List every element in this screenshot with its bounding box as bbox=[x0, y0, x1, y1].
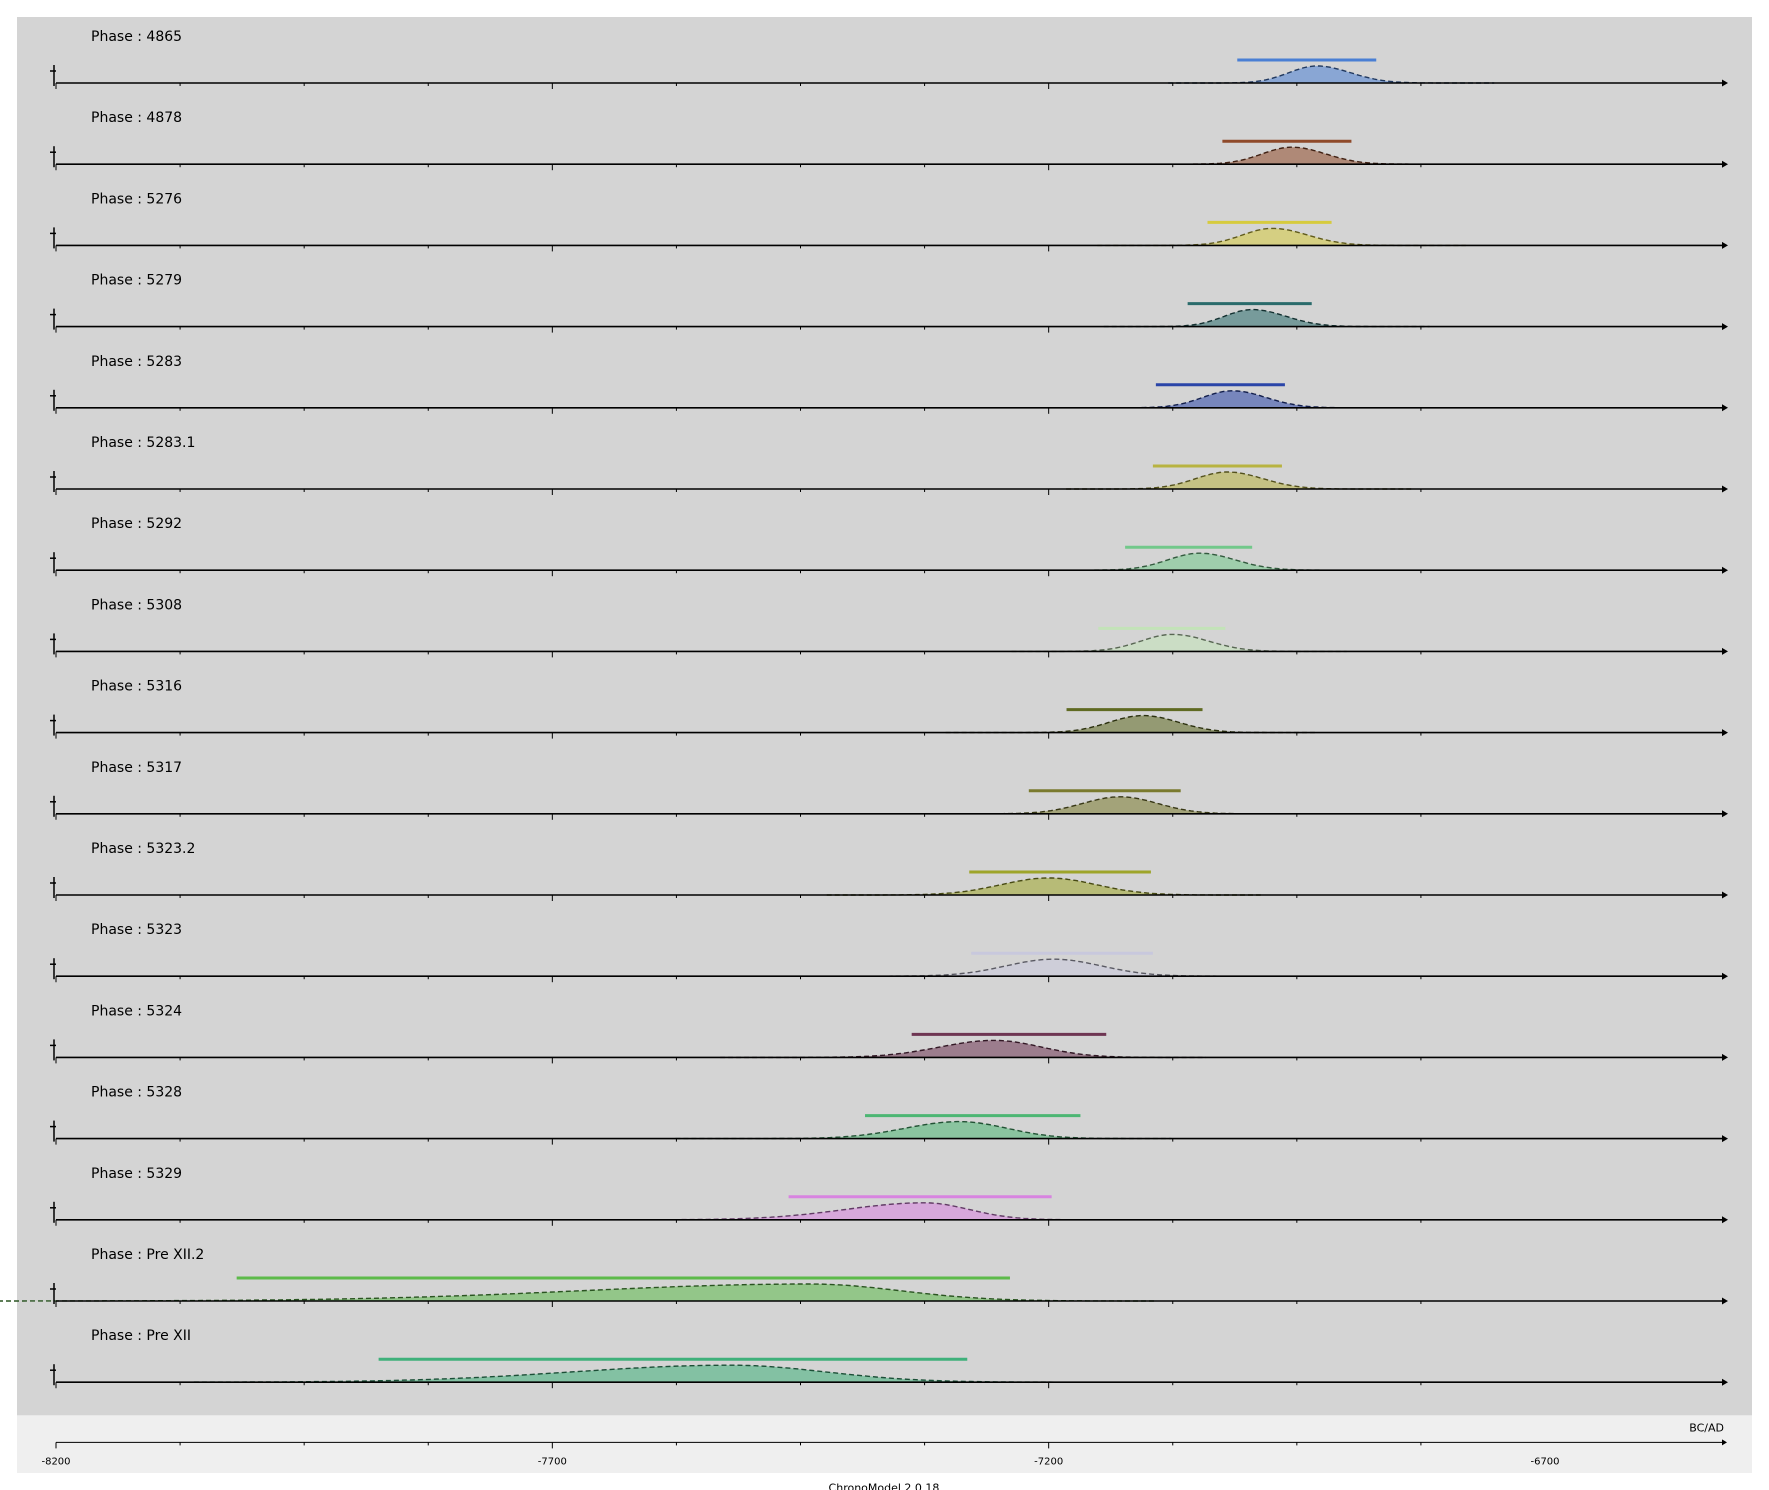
phase-label: Phase : 5328 bbox=[91, 1085, 182, 1101]
phase-row: Phase : 5329 bbox=[50, 1166, 1728, 1226]
row-axis-arrow bbox=[1722, 79, 1728, 87]
row-axis-arrow bbox=[1722, 160, 1728, 168]
phase-label: Phase : 5329 bbox=[91, 1166, 182, 1182]
plot-background bbox=[17, 17, 1752, 1416]
phase-label: Phase : Pre XII.2 bbox=[91, 1247, 204, 1263]
density-area bbox=[720, 1040, 1207, 1058]
phase-label: Phase : 4865 bbox=[91, 29, 182, 45]
x-tick-label: -7200 bbox=[1034, 1456, 1063, 1467]
x-unit-label: BC/AD bbox=[1689, 1421, 1724, 1434]
phase-label: Phase : 5324 bbox=[91, 1003, 182, 1019]
phase-label: Phase : 5276 bbox=[91, 191, 182, 207]
phase-label: Phase : 4878 bbox=[91, 110, 182, 126]
density-area bbox=[945, 715, 1317, 733]
phase-label: Phase : 5308 bbox=[91, 597, 182, 613]
row-axis-arrow bbox=[1722, 1053, 1728, 1061]
phase-row: Phase : 5316 bbox=[50, 679, 1728, 739]
row-axis-arrow bbox=[1722, 1297, 1728, 1305]
density-area bbox=[1066, 472, 1412, 489]
phase-row: Phase : 5323.2 bbox=[50, 841, 1728, 901]
x-tick-label: -6700 bbox=[1530, 1456, 1559, 1467]
row-axis-arrow bbox=[1722, 647, 1728, 655]
row-axis-arrow bbox=[1722, 1135, 1728, 1143]
phase-row: Phase : 5279 bbox=[50, 273, 1728, 333]
density-area bbox=[521, 1202, 1118, 1220]
density-curve bbox=[1097, 227, 1466, 247]
row-axis-arrow bbox=[1722, 729, 1728, 737]
row-axis-arrow bbox=[1722, 323, 1728, 331]
phase-row: Phase : Pre XII bbox=[50, 1328, 1728, 1389]
phase-row: Phase : Pre XII.2 bbox=[0, 1247, 1728, 1307]
density-area bbox=[1168, 66, 1495, 83]
row-axis-arrow bbox=[1722, 1378, 1728, 1386]
x-tick-label: -8200 bbox=[41, 1456, 70, 1467]
row-axis-arrow bbox=[1722, 1216, 1728, 1224]
density-area bbox=[1103, 309, 1430, 327]
phase-row: Phase : 5323 bbox=[50, 922, 1728, 983]
density-area bbox=[920, 796, 1301, 814]
phase-row: Phase : 5324 bbox=[50, 1003, 1728, 1064]
phase-row: Phase : 4878 bbox=[50, 110, 1728, 171]
row-axis-arrow bbox=[1722, 891, 1728, 899]
phase-label: Phase : 5317 bbox=[91, 760, 182, 776]
density-area bbox=[1137, 147, 1470, 165]
phase-label: Phase : Pre XII bbox=[91, 1328, 191, 1344]
row-axis-arrow bbox=[1722, 566, 1728, 574]
density-area bbox=[0, 1284, 1156, 1301]
phase-label: Phase : 5323.2 bbox=[91, 841, 195, 857]
density-area bbox=[826, 878, 1261, 895]
row-axis-arrow bbox=[1722, 972, 1728, 980]
main-x-axis-arrow bbox=[1722, 1439, 1727, 1446]
x-tick-label: -7700 bbox=[538, 1456, 567, 1467]
density-curve bbox=[0, 1283, 1156, 1302]
phase-label: Phase : 5292 bbox=[91, 516, 182, 532]
phase-label: Phase : 5323 bbox=[91, 922, 182, 938]
phase-label: Phase : 5283 bbox=[91, 354, 182, 370]
row-axis-arrow bbox=[1722, 241, 1728, 249]
row-axis-arrow bbox=[1722, 810, 1728, 818]
row-axis-arrow bbox=[1722, 404, 1728, 412]
phase-row: Phase : 5283.1 bbox=[50, 435, 1728, 495]
phase-row: Phase : 5283 bbox=[50, 354, 1728, 414]
phase-row: Phase : 5308 bbox=[50, 597, 1728, 658]
row-axis-arrow bbox=[1722, 485, 1728, 493]
phase-label: Phase : 5283.1 bbox=[91, 435, 195, 451]
density-area bbox=[831, 959, 1266, 977]
software-version-label: ChronoModel 2.0.18 bbox=[829, 1481, 940, 1490]
density-area bbox=[675, 1121, 1172, 1139]
phase-row: Phase : 4865 bbox=[50, 29, 1728, 89]
phase-label: Phase : 5279 bbox=[91, 273, 182, 289]
phase-row: Phase : 5328 bbox=[50, 1085, 1728, 1145]
phase-row: Phase : 5276 bbox=[50, 191, 1728, 252]
density-area bbox=[1097, 228, 1466, 246]
phase-row: Phase : 5292 bbox=[50, 516, 1728, 577]
phase-label: Phase : 5316 bbox=[91, 679, 182, 695]
density-area bbox=[73, 1365, 1093, 1383]
density-area bbox=[1011, 634, 1347, 652]
density-area bbox=[1038, 553, 1384, 571]
density-area bbox=[1077, 390, 1410, 408]
phase-row: Phase : 5317 bbox=[50, 760, 1728, 820]
axis-strip-background bbox=[17, 1415, 1752, 1473]
